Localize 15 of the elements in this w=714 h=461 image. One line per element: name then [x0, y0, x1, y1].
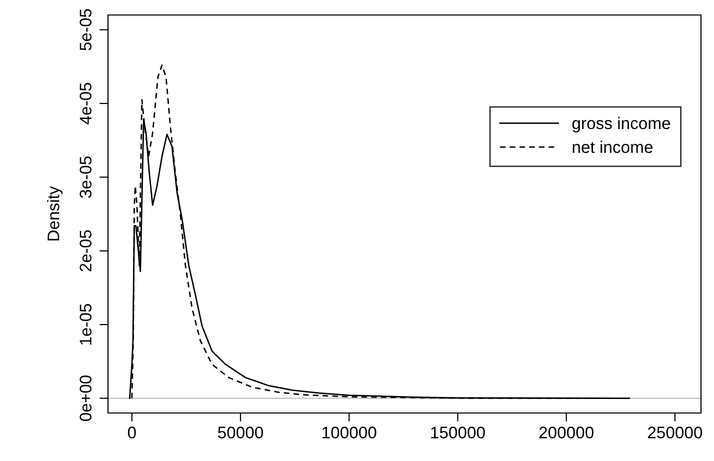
y-axis-title: Density: [47, 186, 63, 240]
x-tick-label: 200000: [539, 426, 594, 438]
y-tick-label: 2e-05: [80, 230, 92, 272]
x-tick-label: 250000: [648, 426, 702, 438]
x-tick-label: 50000: [218, 426, 264, 438]
y-tick-label: 3e-05: [80, 156, 92, 198]
x-tick-label: 0: [128, 426, 136, 438]
x-tick-label: 100000: [322, 426, 376, 438]
y-tick-label: 0e+00: [80, 376, 92, 422]
y-tick-label: 1e-05: [80, 304, 92, 345]
x-tick-label: 150000: [431, 426, 485, 438]
legend-label: net income: [572, 140, 652, 154]
y-tick-label: 5e-05: [80, 9, 92, 50]
legend-label: gross income: [572, 116, 670, 132]
y-tick-label: 4e-05: [80, 82, 92, 124]
